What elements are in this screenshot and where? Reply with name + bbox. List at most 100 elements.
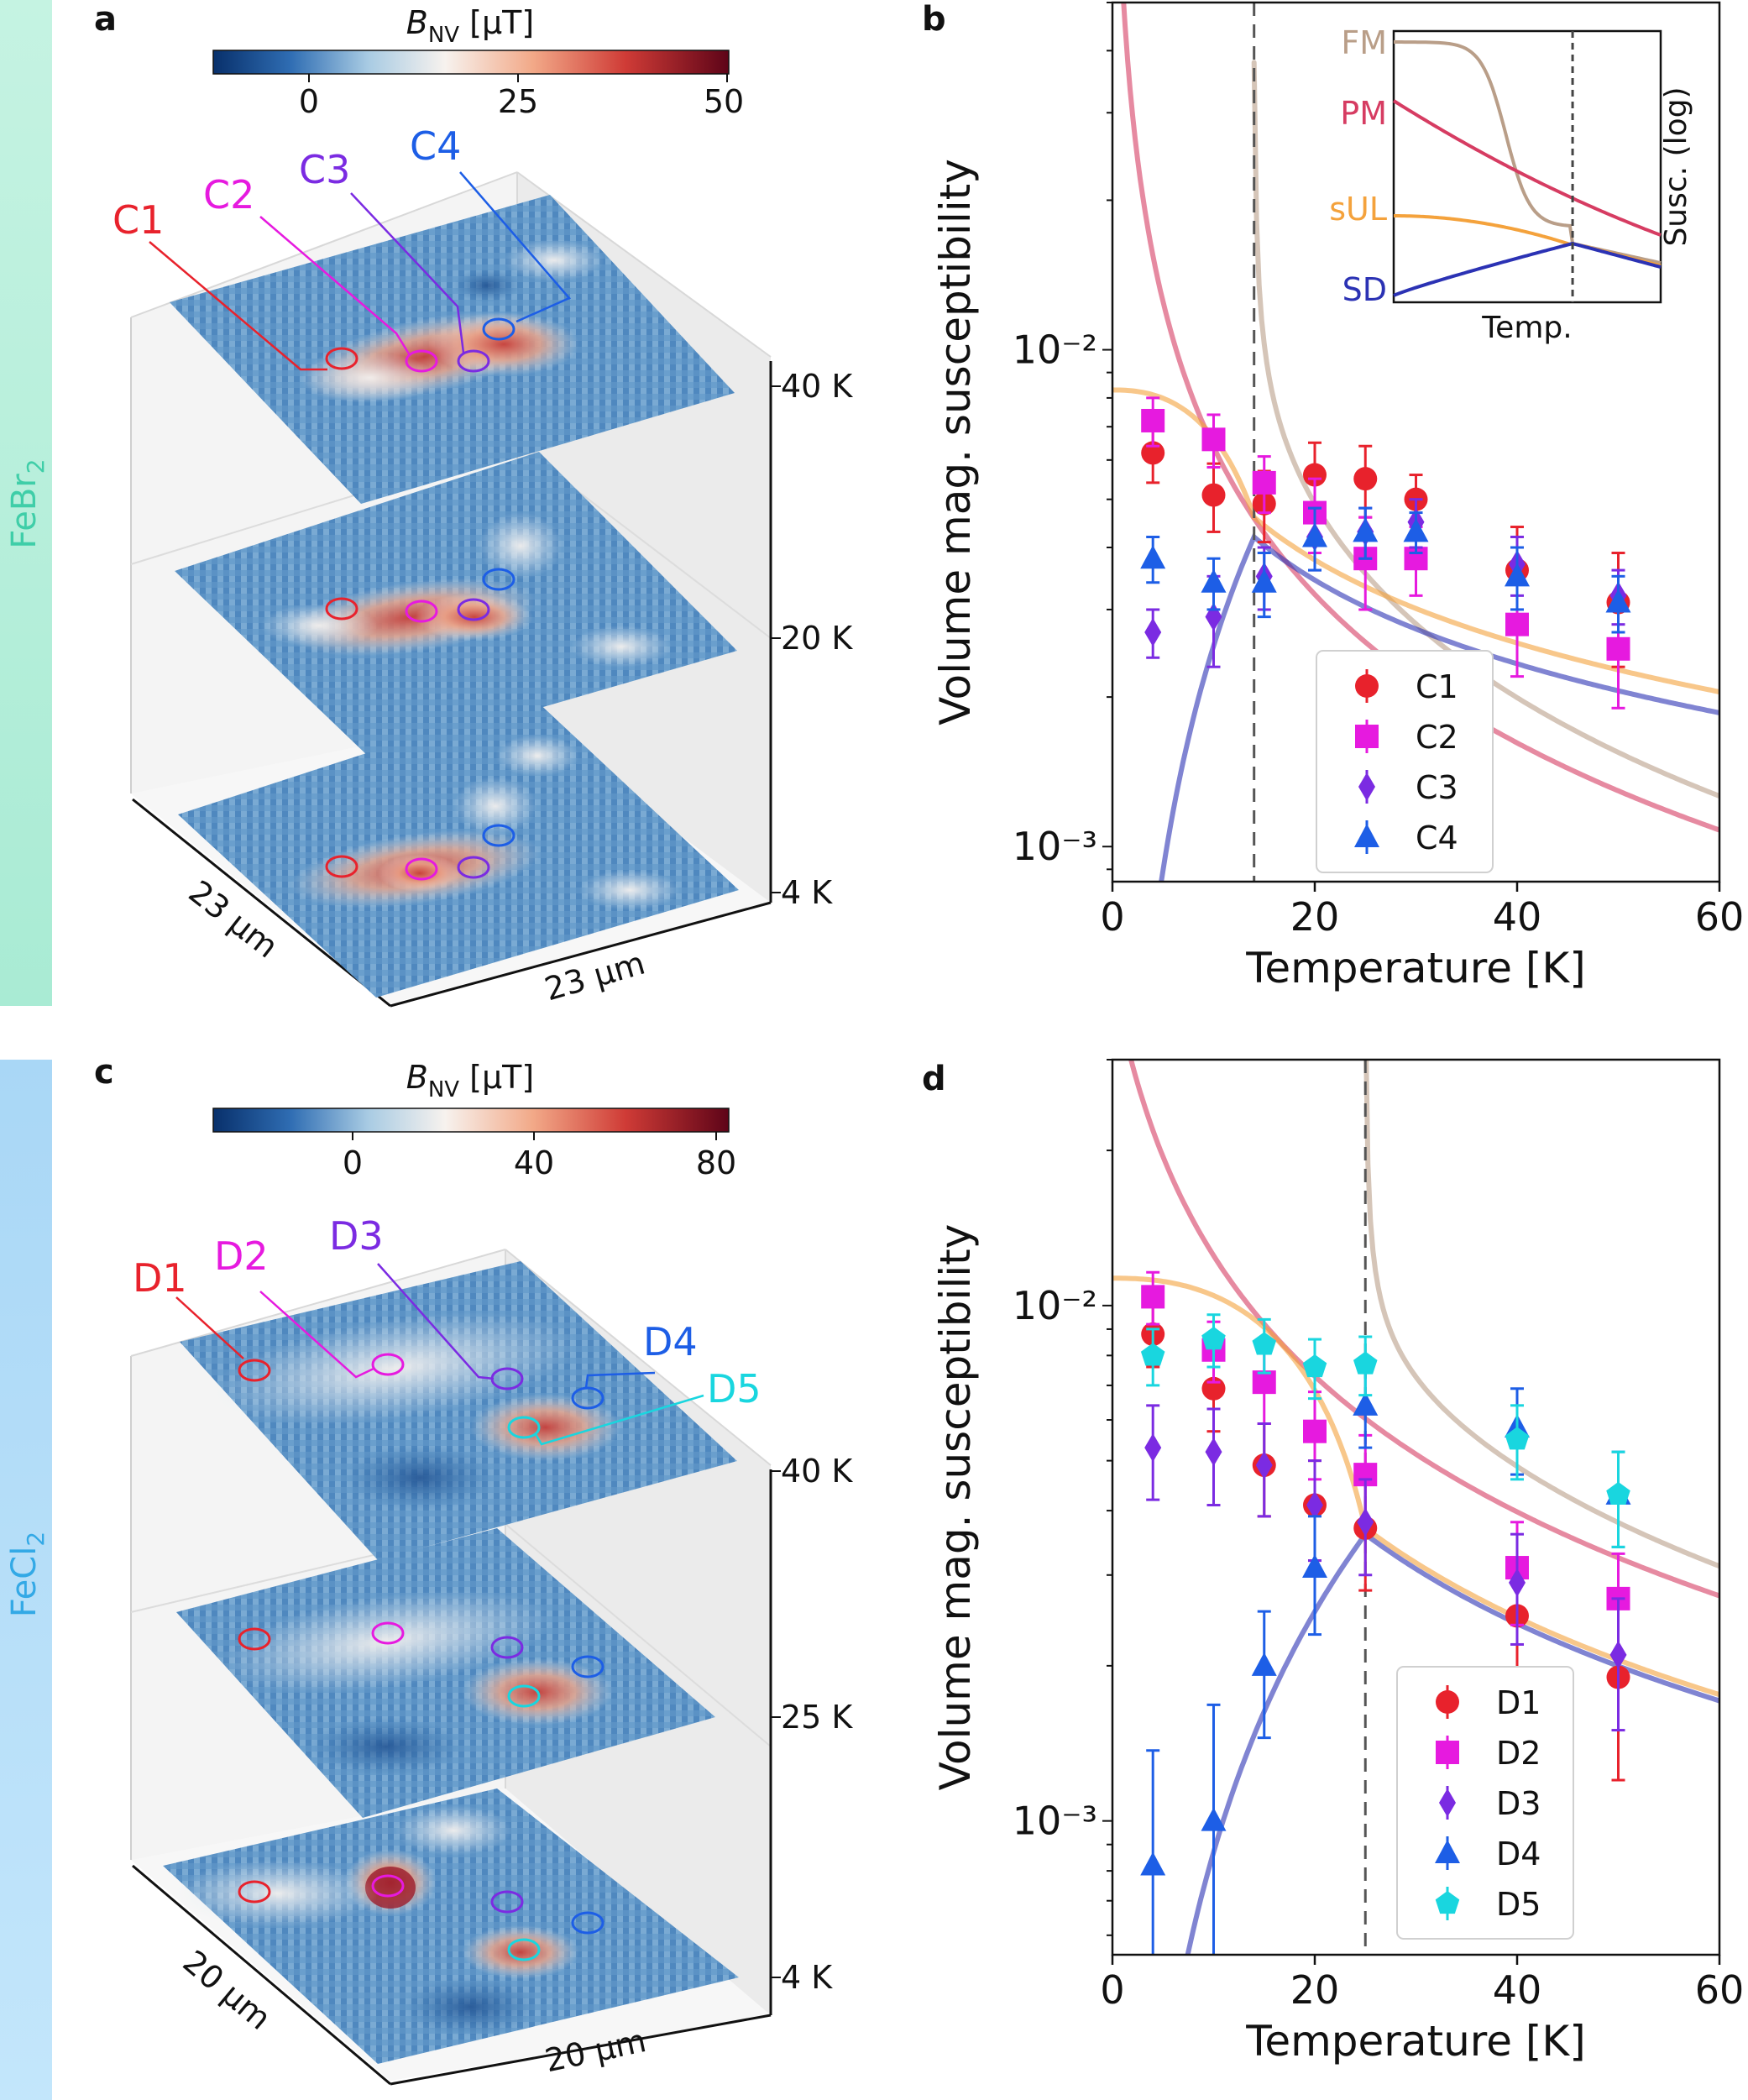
inset-label-FM: FM bbox=[1341, 24, 1387, 61]
point-C1-1 bbox=[1201, 483, 1226, 507]
point-D5-6 bbox=[1606, 1481, 1630, 1505]
colorbar-c-tick-2: 80 bbox=[696, 1144, 736, 1181]
x-axis-label: Temperature [K] bbox=[1245, 2017, 1585, 2066]
callout-C1: C1 bbox=[113, 197, 164, 243]
legend-label-C4: C4 bbox=[1416, 820, 1458, 856]
inset-frame bbox=[1392, 29, 1662, 304]
xtick-label-20: 20 bbox=[1290, 1967, 1340, 2013]
colorbar-a-tick-2: 50 bbox=[704, 83, 744, 120]
point-C3-0 bbox=[1144, 618, 1162, 647]
point-C2-7 bbox=[1606, 636, 1630, 661]
point-C4-3 bbox=[1302, 523, 1327, 547]
chart-d: 0 20 40 60 10⁻² 10⁻³ Temperature [K] Volume mag… bbox=[931, 1058, 1745, 2066]
xtick-label-60: 60 bbox=[1695, 1967, 1745, 2013]
ytick-label-1: 10⁻³ bbox=[1013, 1799, 1097, 1844]
legend-label-D1: D1 bbox=[1496, 1684, 1541, 1721]
legend-marker-D5 bbox=[1435, 1891, 1460, 1914]
legend-marker-C3 bbox=[1358, 772, 1375, 801]
curve-fm bbox=[1363, 1060, 1719, 1569]
xtick-label-40: 40 bbox=[1493, 1967, 1542, 2013]
callout-lines-a bbox=[149, 171, 572, 371]
inset-curve-sd bbox=[1393, 241, 1662, 297]
chart-b: 0 20 40 60 10⁻² 10⁻³ Temperature [K] Volume mag… bbox=[931, 1, 1744, 992]
legend-label-C1: C1 bbox=[1416, 668, 1458, 705]
layer-label-a-0: 40 K bbox=[781, 368, 853, 405]
inset-label-sUL: sUL bbox=[1329, 191, 1387, 228]
legend-frame bbox=[1396, 1666, 1574, 1940]
layer-label-a-1: 20 K bbox=[781, 620, 853, 657]
legend-label-D3: D3 bbox=[1496, 1785, 1541, 1822]
panel-a: BNV [μT] 0 25 50 bbox=[113, 4, 853, 1008]
point-D3-4 bbox=[1357, 1507, 1374, 1537]
band-fecl2 bbox=[0, 1060, 52, 2100]
region-circles-a bbox=[325, 317, 516, 881]
point-D4-4 bbox=[1353, 1391, 1379, 1416]
layer-a-40K bbox=[170, 195, 735, 504]
xtick-label-20: 20 bbox=[1290, 894, 1340, 940]
band-febr2 bbox=[0, 0, 52, 1006]
point-C2-2 bbox=[1252, 470, 1276, 495]
panel-letter-a: a bbox=[94, 0, 117, 39]
point-C4-7 bbox=[1605, 589, 1631, 613]
panel-c: BNV [μT] 0 40 80 bbox=[130, 1059, 853, 2086]
legend-marker-C4 bbox=[1354, 824, 1379, 847]
ytick-label-0: 10⁻² bbox=[1013, 1283, 1097, 1328]
point-D3-3 bbox=[1306, 1490, 1323, 1520]
panel-letter-b: b bbox=[922, 0, 946, 39]
layer-label-c-0: 40 K bbox=[781, 1453, 853, 1490]
callout-lines-c bbox=[175, 1263, 704, 1446]
plot-area bbox=[1112, 1060, 1719, 1955]
point-D4-0 bbox=[1140, 1851, 1166, 1876]
layer-label-c-1: 25 K bbox=[781, 1699, 853, 1736]
point-D2-3 bbox=[1303, 1419, 1327, 1443]
point-D2-2 bbox=[1252, 1370, 1276, 1395]
callout-D3: D3 bbox=[329, 1213, 384, 1259]
callout-D2: D2 bbox=[214, 1233, 269, 1279]
point-D3-0 bbox=[1144, 1433, 1162, 1463]
legend-marker-C2 bbox=[1355, 725, 1379, 748]
point-C2-0 bbox=[1141, 408, 1165, 432]
callout-D1: D1 bbox=[133, 1255, 187, 1301]
legend-label-D2: D2 bbox=[1496, 1735, 1541, 1772]
legend-frame bbox=[1316, 650, 1494, 873]
legend-marker-D3 bbox=[1439, 1788, 1456, 1817]
point-C4-4 bbox=[1353, 518, 1379, 542]
point-D3-2 bbox=[1255, 1451, 1273, 1480]
layer-c-25K bbox=[176, 1528, 715, 1818]
colorbar-c-tick-1: 40 bbox=[514, 1144, 554, 1181]
legend-label-D4: D4 bbox=[1496, 1836, 1541, 1872]
legend-marker-C1 bbox=[1355, 674, 1379, 698]
point-D4-1 bbox=[1201, 1807, 1227, 1831]
point-C4-1 bbox=[1201, 568, 1227, 593]
layer-a-20K bbox=[175, 452, 737, 757]
point-C4-6 bbox=[1505, 563, 1530, 587]
layer-label-a-2: 4 K bbox=[781, 874, 833, 911]
point-D3-5 bbox=[1509, 1568, 1526, 1597]
point-D5-3 bbox=[1302, 1354, 1327, 1378]
xtick-label-0: 0 bbox=[1100, 1967, 1124, 2013]
point-C4-5 bbox=[1403, 518, 1429, 542]
colorbar-a bbox=[212, 50, 730, 75]
material-label-c: FeCl2 bbox=[5, 1532, 50, 1617]
callout-C3: C3 bbox=[299, 147, 350, 192]
colorbar-c bbox=[212, 1108, 730, 1133]
colorbar-c-tick-0: 0 bbox=[343, 1144, 363, 1181]
point-C1-4 bbox=[1353, 467, 1378, 491]
xtick-label-0: 0 bbox=[1100, 894, 1124, 940]
layer-a-4K bbox=[178, 699, 739, 998]
inset-curve-pm bbox=[1392, 99, 1662, 237]
callout-D4: D4 bbox=[643, 1319, 698, 1364]
point-D4-3 bbox=[1302, 1554, 1327, 1579]
inset: FM PM sUL SD Temp. Susc. (log) bbox=[1329, 24, 1693, 345]
panel-letter-c: c bbox=[94, 1053, 114, 1092]
point-C1-3 bbox=[1303, 463, 1327, 487]
inset-label-SD: SD bbox=[1342, 271, 1387, 308]
panel-letter-d: d bbox=[922, 1060, 946, 1098]
ytick-label-1: 10⁻³ bbox=[1013, 824, 1097, 869]
point-D3-1 bbox=[1205, 1438, 1222, 1467]
colorbar-label-c: BNV [μT] bbox=[406, 1059, 534, 1102]
point-C4-0 bbox=[1140, 545, 1166, 569]
layer-label-c-2: 4 K bbox=[781, 1959, 833, 1996]
point-D5-2 bbox=[1252, 1332, 1277, 1355]
